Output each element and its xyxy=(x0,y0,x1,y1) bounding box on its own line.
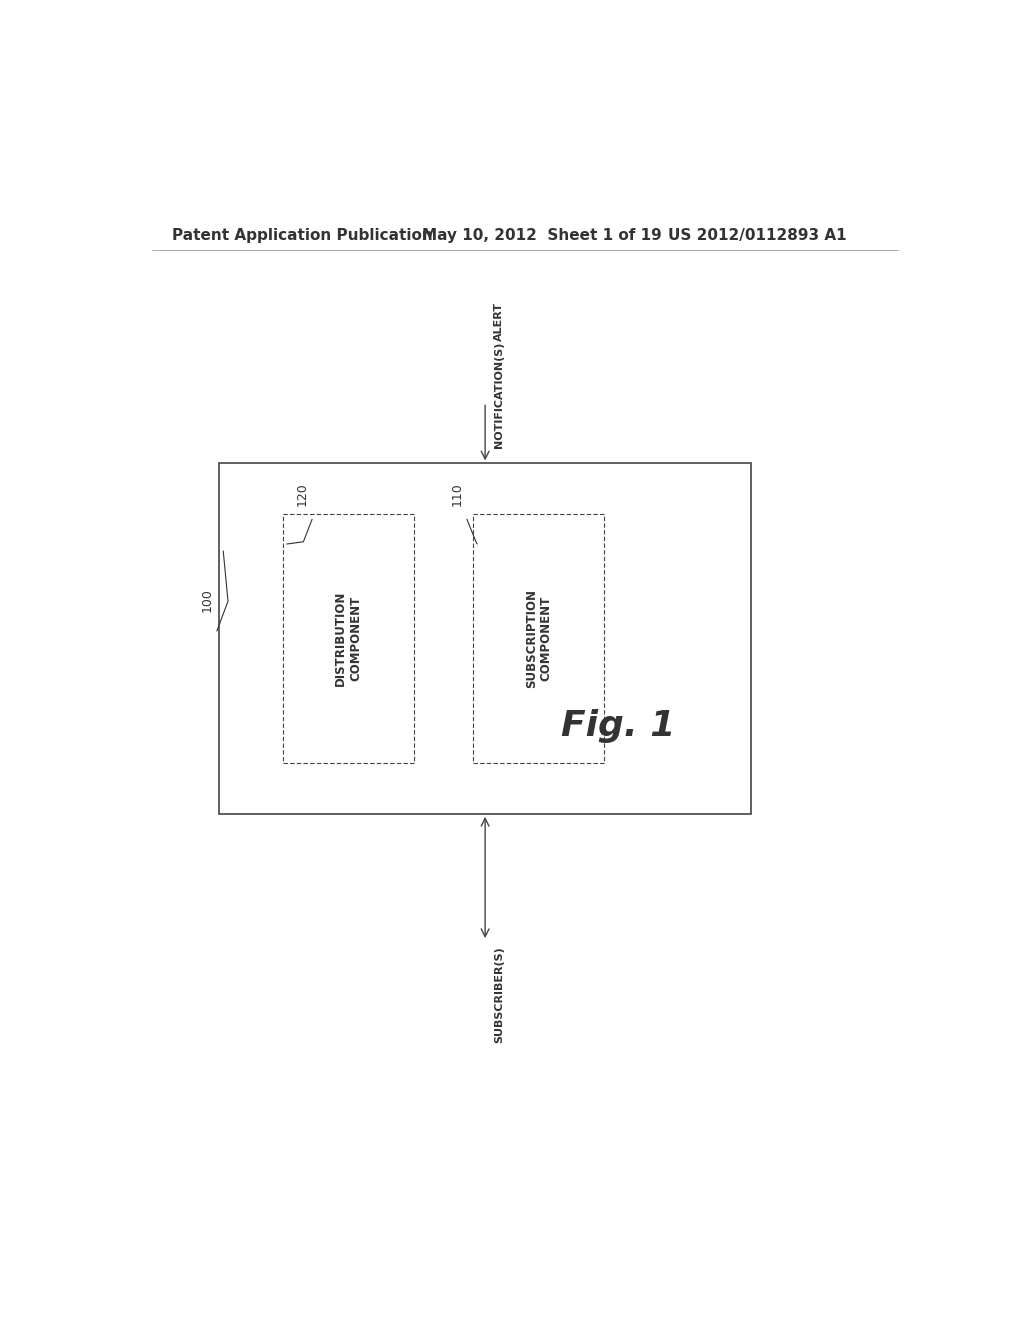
Bar xyxy=(473,515,604,763)
Text: NOTIFICATION(S): NOTIFICATION(S) xyxy=(495,342,505,447)
Text: Fig. 1: Fig. 1 xyxy=(561,709,675,743)
Text: 120: 120 xyxy=(296,482,309,506)
Text: DISTRIBUTION
COMPONENT: DISTRIBUTION COMPONENT xyxy=(334,591,362,686)
Bar xyxy=(283,515,414,763)
Text: ALERT: ALERT xyxy=(495,302,505,342)
Bar xyxy=(219,463,751,814)
Text: Patent Application Publication: Patent Application Publication xyxy=(172,227,432,243)
Text: US 2012/0112893 A1: US 2012/0112893 A1 xyxy=(668,227,846,243)
Text: 110: 110 xyxy=(451,482,464,506)
Text: May 10, 2012  Sheet 1 of 19: May 10, 2012 Sheet 1 of 19 xyxy=(422,227,662,243)
Text: SUBSCRIPTION
COMPONENT: SUBSCRIPTION COMPONENT xyxy=(524,589,553,688)
Text: SUBSCRIBER(S): SUBSCRIBER(S) xyxy=(495,946,505,1043)
Text: 100: 100 xyxy=(201,589,214,612)
